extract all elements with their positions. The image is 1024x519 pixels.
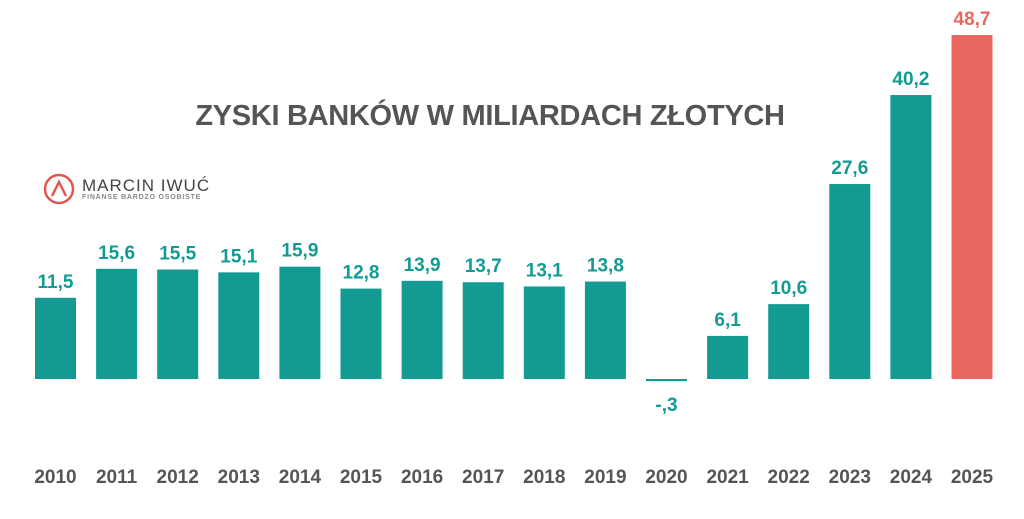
chart-title: ZYSKI BANKÓW W MILIARDACH ZŁOTYCH	[195, 100, 785, 132]
data-label-2024: 40,2	[892, 69, 929, 90]
x-tick-label: 2023	[829, 467, 871, 488]
data-label-2023: 27,6	[831, 158, 868, 179]
x-tick-label: 2020	[645, 467, 687, 488]
bar-2020	[646, 379, 687, 382]
data-label-2016: 13,9	[404, 255, 441, 276]
bar-2018	[523, 286, 565, 379]
x-tick-label: 2012	[157, 467, 199, 488]
x-tick-label: 2018	[523, 467, 565, 488]
x-tick-label: 2015	[340, 467, 383, 488]
x-tick-label: 2010	[34, 467, 76, 488]
x-tick-label: 2017	[462, 467, 504, 488]
data-label-2011: 15,6	[98, 243, 135, 264]
data-label-2015: 12,8	[343, 263, 380, 284]
logo-icon	[43, 173, 75, 205]
bar-2016	[401, 280, 443, 379]
bar-2021	[707, 335, 749, 379]
bar-2010	[35, 297, 76, 379]
data-label-2012: 15,5	[159, 244, 196, 265]
data-label-2022: 10,6	[770, 278, 807, 299]
bar-2022	[768, 304, 810, 379]
data-label-2010: 11,5	[38, 272, 74, 293]
logo-name: MARCIN IWUĆ	[82, 176, 211, 195]
bar-2014	[279, 266, 321, 379]
bar-2017	[462, 282, 504, 379]
x-tick-label: 2016	[401, 467, 443, 488]
x-tick-label: 2024	[890, 467, 933, 488]
logo: MARCIN IWUĆ FINANSE BARDZO OSOBISTE	[42, 172, 210, 206]
x-tick-label: 2014	[279, 467, 322, 488]
bar-2023	[829, 184, 871, 379]
x-tick-label: 2022	[768, 467, 810, 488]
data-label-2013: 15,1	[220, 246, 257, 267]
bar-2013	[218, 272, 260, 379]
bar-2011	[96, 268, 138, 379]
bar-2024	[890, 95, 932, 379]
bar-2012	[157, 269, 199, 379]
bar-2015	[340, 288, 382, 379]
data-label-2018: 13,1	[526, 260, 563, 281]
data-label-2020: -,3	[655, 395, 677, 416]
data-label-2021: 6,1	[714, 310, 741, 331]
data-label-2017: 13,7	[465, 256, 502, 277]
x-tick-label: 2013	[218, 467, 260, 488]
x-tick-label: 2025	[951, 467, 994, 488]
x-tick-label: 2021	[706, 467, 749, 488]
data-label-2014: 15,9	[281, 241, 318, 262]
data-label-2019: 13,8	[587, 256, 624, 277]
bar-2025	[951, 35, 993, 379]
data-label-2025: 48,7	[954, 9, 991, 30]
x-tick-label: 2019	[584, 467, 626, 488]
x-tick-label: 2011	[96, 467, 138, 488]
logo-tagline: FINANSE BARDZO OSOBISTE	[82, 194, 202, 201]
bar-2019	[584, 281, 626, 379]
